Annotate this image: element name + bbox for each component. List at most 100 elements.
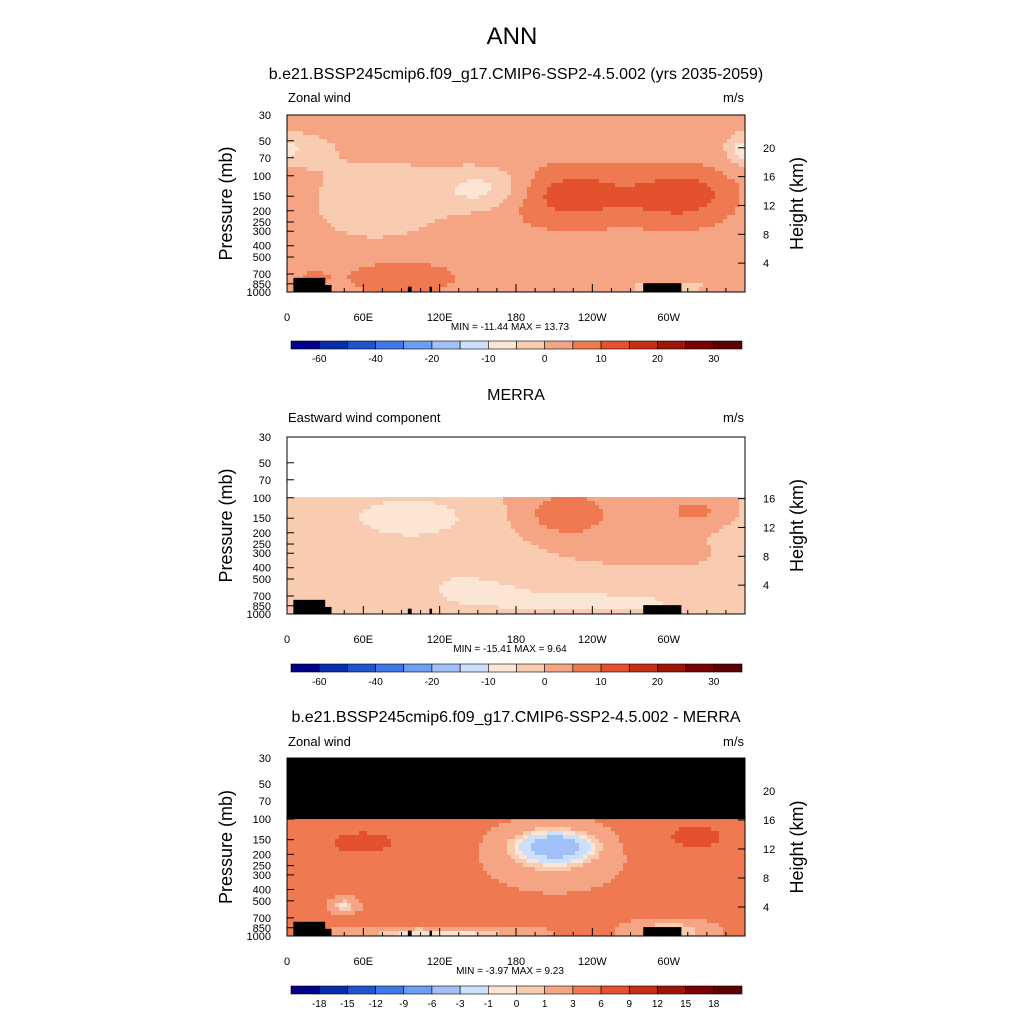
field-cell [363,207,368,212]
field-cell [563,183,568,188]
field-cell [463,159,468,164]
field-cell [451,211,456,216]
field-cell [351,115,356,120]
field-cell [735,167,740,172]
field-cell [475,251,480,256]
field-cell [535,251,540,256]
field-cell [583,255,588,260]
field-cell [499,283,504,288]
field-cell [443,267,448,272]
field-cell [483,195,488,200]
field-cell [619,127,624,132]
field-cell [499,267,504,272]
field-cell [579,131,584,136]
field-cell [671,135,676,140]
field-cell [535,203,540,208]
field-cell [467,287,472,292]
field-cell [435,139,440,144]
field-cell [395,199,400,204]
field-cell [671,115,676,120]
field-cell [643,183,648,188]
field-cell [575,127,580,132]
field-cell [639,239,644,244]
field-cell [535,135,540,140]
field-cell [347,259,352,264]
field-cell [531,239,536,244]
field-cell [443,123,448,128]
field-cell [455,179,460,184]
field-cell [467,223,472,228]
field-cell [735,235,740,240]
field-cell [379,183,384,188]
field-cell [583,135,588,140]
field-cell [363,255,368,260]
field-cell [291,275,296,280]
field-cell [475,227,480,232]
chart-panel-1: b.e21.BSSP245cmip6.f09_g17.CMIP6-SSP2-4.… [216,66,807,365]
field-cell [635,215,640,220]
field-cell [623,183,628,188]
field-cell [287,207,292,212]
field-cell [439,131,444,136]
field-cell [639,115,644,120]
field-cell [471,179,476,184]
field-cell [471,267,476,272]
field-cell [427,207,432,212]
field-cell [375,119,380,124]
field-cell [671,155,676,160]
field-cell [743,227,746,232]
field-cell [523,195,528,200]
field-cell [479,215,484,220]
field-cell [319,139,324,144]
field-cell [615,247,620,252]
field-cell [603,187,608,192]
field-cell [731,155,736,160]
field-cell [431,155,436,160]
field-cell [455,115,460,120]
field-cell [419,143,424,148]
field-cell [395,163,400,168]
field-cell [323,175,328,180]
field-cell [587,263,592,268]
field-cell [383,171,388,176]
field-cell [459,199,464,204]
field-cell [291,235,296,240]
field-cell [647,219,652,224]
field-cell [319,251,324,256]
field-cell [695,119,700,124]
field-cell [699,127,704,132]
field-cell [431,115,436,120]
field-cell [687,243,692,248]
field-cell [647,183,652,188]
field-cell [339,219,344,224]
field-cell [603,263,608,268]
field-cell [647,139,652,144]
field-cell [355,127,360,132]
field-cell [459,235,464,240]
field-cell [643,179,648,184]
field-cell [583,127,588,132]
field-cell [367,187,372,192]
field-cell [599,283,604,288]
field-cell [347,171,352,176]
field-cell [715,243,720,248]
field-cell [611,251,616,256]
field-cell [503,171,508,176]
field-cell [467,139,472,144]
field-cell [603,155,608,160]
field-cell [655,219,660,224]
field-cell [303,123,308,128]
field-cell [495,235,500,240]
field-cell [307,219,312,224]
field-cell [331,231,336,236]
field-cell [627,155,632,160]
field-cell [619,247,624,252]
field-cell [291,147,296,152]
field-cell [447,235,452,240]
field-cell [435,159,440,164]
field-cell [559,267,564,272]
field-cell [655,263,660,268]
field-cell [391,163,396,168]
field-cell [455,123,460,128]
field-cell [315,199,320,204]
